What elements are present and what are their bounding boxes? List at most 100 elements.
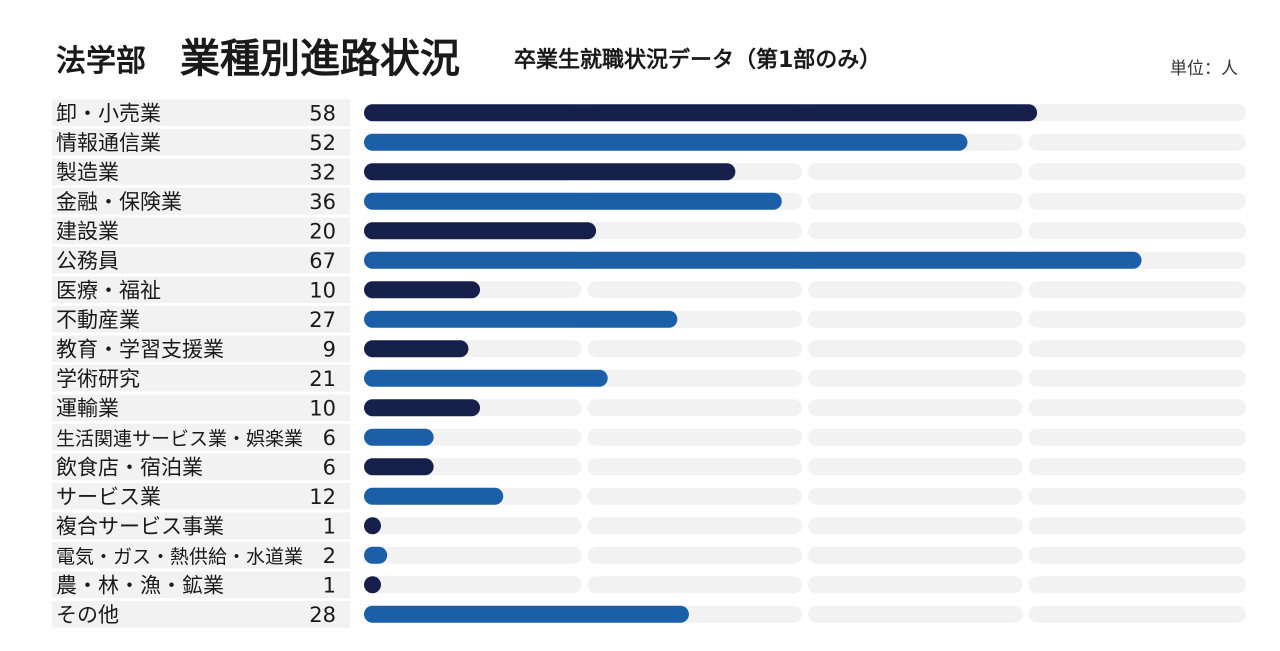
bar-track-segment [1028, 163, 1246, 181]
bar-track-segment [587, 487, 802, 505]
bar-row: 金融・保険業 36 [52, 188, 1246, 215]
data-label: 6 [323, 426, 336, 450]
bar-track-segment [808, 517, 1023, 535]
category-label: 医療・福祉 [56, 278, 161, 302]
bar-row: 不動産業 27 [52, 306, 1246, 333]
bar-track-segment [587, 281, 802, 299]
row-label-background [52, 158, 350, 185]
bar [364, 192, 782, 210]
bar-row: 情報通信業 52 [52, 129, 1246, 156]
bar-track-segment [808, 222, 1023, 240]
data-label: 6 [323, 455, 336, 479]
bar-track-segment [364, 576, 582, 594]
bar-track-segment [1028, 310, 1246, 328]
category-label: 教育・学習支援業 [56, 337, 224, 361]
category-label: 不動産業 [56, 308, 140, 332]
bar-track-segment [587, 340, 802, 358]
bar-track-segment [587, 399, 802, 417]
bar-track-segment [808, 310, 1023, 328]
chart-header: 法学部 業種別進路状況 卒業生就職状況データ（第1部のみ） 単位：人 [52, 24, 1238, 84]
bar-track-segment [808, 281, 1023, 299]
bar-track-segment [587, 576, 802, 594]
bar [364, 605, 689, 623]
bar-track-segment [1028, 517, 1246, 535]
bar [364, 310, 678, 328]
category-label: 製造業 [56, 160, 119, 184]
category-label: 建設業 [56, 219, 119, 243]
data-label: 1 [323, 514, 336, 538]
bar-row: 建設業 20 [52, 217, 1246, 244]
bar-row: 飲食店・宿泊業 6 [52, 453, 1246, 480]
bar-row: サービス業 12 [52, 483, 1246, 510]
bar-row: 教育・学習支援業 9 [52, 335, 1246, 362]
data-label: 67 [309, 249, 336, 273]
row-label-background [52, 424, 350, 451]
bar-track-segment [587, 517, 802, 535]
bar-track-segment [1028, 281, 1246, 299]
bar-row: 電気・ガス・熱供給・水道業 2 [52, 542, 1246, 569]
bar-track-segment [1028, 546, 1246, 564]
chart-subtitle: 卒業生就職状況データ（第1部のみ） [514, 48, 882, 73]
category-label: 運輸業 [56, 396, 119, 420]
category-label: 学術研究 [56, 367, 140, 391]
data-label: 20 [309, 219, 336, 243]
data-label: 28 [309, 603, 336, 627]
bar-track-segment [808, 458, 1023, 476]
bar-row: 運輸業 10 [52, 394, 1246, 421]
bar [364, 458, 434, 476]
bar-track-segment [364, 546, 582, 564]
bar [364, 133, 968, 151]
bar-row: 農・林・漁・鉱業 1 [52, 571, 1246, 598]
bar-track-segment [808, 163, 1023, 181]
bar [364, 487, 504, 505]
bar-track-segment [587, 369, 802, 387]
bar [364, 517, 381, 535]
bar-track-segment [808, 369, 1023, 387]
data-label: 32 [309, 160, 336, 184]
bar-track-segment [1028, 458, 1246, 476]
category-label: 金融・保険業 [56, 190, 182, 214]
data-label: 2 [323, 544, 336, 568]
bar-row: 卸・小売業 58 [52, 99, 1246, 126]
data-label: 21 [309, 367, 336, 391]
row-label-background [52, 542, 350, 569]
bar [364, 104, 1038, 122]
bar [364, 163, 736, 181]
bar-track-segment [587, 428, 802, 446]
bar-track-segment [808, 192, 1023, 210]
row-label-background [52, 365, 350, 392]
unit-label: 単位：人 [1170, 59, 1238, 79]
data-label: 9 [323, 337, 336, 361]
row-label-background [52, 129, 350, 156]
bar [364, 222, 597, 240]
bar-row: 公務員 67 [52, 247, 1246, 274]
bar-track-segment [808, 546, 1023, 564]
bar-track-segment [808, 605, 1023, 623]
row-label-background [52, 188, 350, 215]
data-label: 58 [309, 101, 336, 125]
bar-track-segment [1028, 428, 1246, 446]
category-label: 電気・ガス・熱供給・水道業 [56, 546, 303, 568]
bar-row: 学術研究 21 [52, 365, 1246, 392]
bar-row: 医療・福祉 10 [52, 276, 1246, 303]
bar [364, 428, 434, 446]
bar-track-segment [1028, 104, 1246, 122]
bar-track-segment [1028, 605, 1246, 623]
bar-track-segment [1028, 133, 1246, 151]
bar-row: 製造業 32 [52, 158, 1246, 185]
category-label: 公務員 [56, 249, 119, 273]
category-label: 飲食店・宿泊業 [56, 455, 203, 479]
row-label-background [52, 601, 350, 628]
row-label-background [52, 99, 350, 126]
data-label: 12 [309, 485, 336, 509]
category-label: 卸・小売業 [56, 101, 161, 125]
category-label: 農・林・漁・鉱業 [56, 573, 224, 597]
bar [364, 546, 388, 564]
bar-track-segment [1028, 369, 1246, 387]
department-label: 法学部 [56, 44, 146, 79]
row-label-background [52, 276, 350, 303]
category-label: 複合サービス事業 [56, 514, 224, 538]
bar-track-segment [1028, 192, 1246, 210]
bar-track-segment [808, 487, 1023, 505]
